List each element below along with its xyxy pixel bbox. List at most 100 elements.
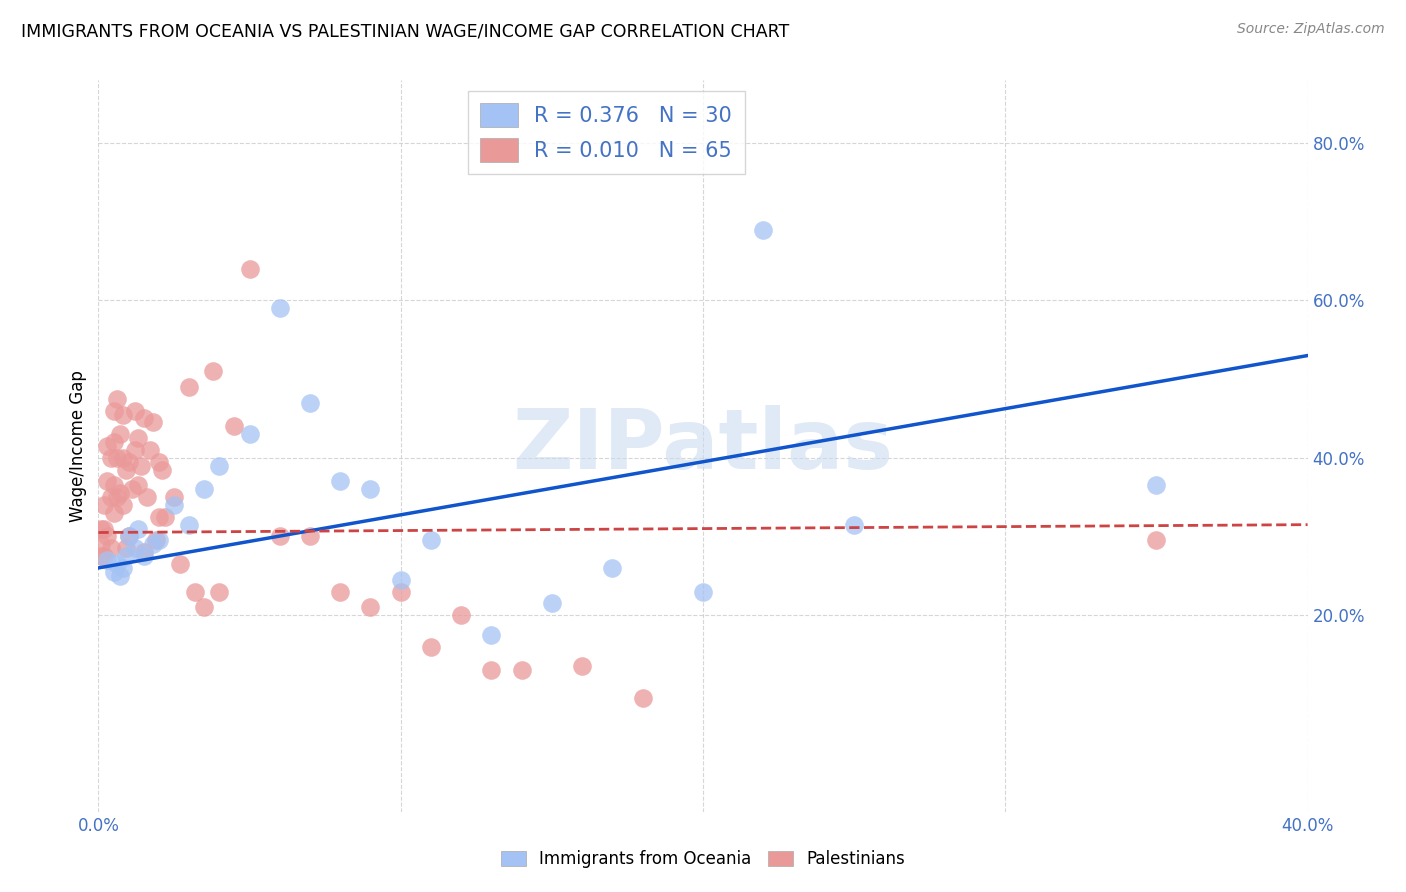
Point	[193, 600, 215, 615]
Point	[239, 427, 262, 442]
Point	[269, 529, 291, 543]
Point	[299, 529, 322, 543]
Y-axis label: Wage/Income Gap: Wage/Income Gap	[69, 370, 87, 522]
Point	[329, 584, 352, 599]
Point	[179, 517, 201, 532]
Point	[1144, 533, 1167, 548]
Point	[208, 584, 231, 599]
Text: Source: ZipAtlas.com: Source: ZipAtlas.com	[1237, 22, 1385, 37]
Point	[96, 475, 118, 489]
Point	[103, 478, 125, 492]
Point	[111, 498, 134, 512]
Point	[105, 557, 128, 571]
Point	[132, 549, 155, 563]
Point	[108, 568, 131, 582]
Point	[90, 522, 112, 536]
Point	[150, 462, 173, 476]
Legend: Immigrants from Oceania, Palestinians: Immigrants from Oceania, Palestinians	[494, 844, 912, 875]
Point	[100, 490, 122, 504]
Point	[193, 482, 215, 496]
Point	[148, 509, 170, 524]
Point	[100, 450, 122, 465]
Point	[93, 498, 115, 512]
Point	[135, 490, 157, 504]
Point	[844, 517, 866, 532]
Point	[389, 573, 412, 587]
Point	[108, 486, 131, 500]
Point	[752, 223, 775, 237]
Point	[124, 442, 146, 457]
Point	[118, 529, 141, 543]
Point	[420, 640, 443, 654]
Point	[269, 301, 291, 316]
Point	[96, 439, 118, 453]
Point	[111, 408, 134, 422]
Point	[96, 553, 118, 567]
Point	[202, 364, 225, 378]
Point	[208, 458, 231, 473]
Point	[224, 419, 246, 434]
Point	[450, 608, 472, 623]
Point	[142, 537, 165, 551]
Point	[127, 431, 149, 445]
Point	[510, 663, 533, 677]
Point	[481, 663, 503, 677]
Point	[163, 490, 186, 504]
Point	[169, 557, 191, 571]
Point	[118, 529, 141, 543]
Point	[360, 482, 382, 496]
Point	[540, 596, 562, 610]
Point	[105, 490, 128, 504]
Point	[103, 403, 125, 417]
Text: ZIPatlas: ZIPatlas	[513, 406, 893, 486]
Point	[142, 416, 165, 430]
Point	[148, 533, 170, 548]
Point	[420, 533, 443, 548]
Point	[360, 600, 382, 615]
Point	[105, 392, 128, 406]
Point	[114, 462, 136, 476]
Point	[631, 690, 654, 705]
Point	[481, 628, 503, 642]
Point	[602, 561, 624, 575]
Point	[124, 403, 146, 417]
Point	[103, 506, 125, 520]
Point	[114, 549, 136, 563]
Point	[124, 541, 146, 556]
Point	[163, 498, 186, 512]
Point	[121, 482, 143, 496]
Point	[111, 561, 134, 575]
Point	[132, 411, 155, 425]
Point	[1144, 478, 1167, 492]
Text: IMMIGRANTS FROM OCEANIA VS PALESTINIAN WAGE/INCOME GAP CORRELATION CHART: IMMIGRANTS FROM OCEANIA VS PALESTINIAN W…	[21, 22, 789, 40]
Point	[93, 549, 115, 563]
Point	[179, 380, 201, 394]
Point	[571, 659, 593, 673]
Point	[90, 549, 112, 563]
Point	[389, 584, 412, 599]
Point	[108, 427, 131, 442]
Point	[127, 522, 149, 536]
Point	[239, 262, 262, 277]
Point	[103, 435, 125, 450]
Point	[153, 509, 176, 524]
Point	[100, 541, 122, 556]
Point	[692, 584, 714, 599]
Point	[118, 455, 141, 469]
Point	[127, 478, 149, 492]
Point	[139, 442, 162, 457]
Point	[148, 455, 170, 469]
Point	[129, 458, 152, 473]
Point	[329, 475, 352, 489]
Point	[90, 537, 112, 551]
Point	[184, 584, 207, 599]
Point	[132, 545, 155, 559]
Point	[145, 533, 167, 548]
Point	[114, 541, 136, 556]
Point	[111, 450, 134, 465]
Point	[105, 450, 128, 465]
Point	[93, 522, 115, 536]
Point	[103, 565, 125, 579]
Legend: R = 0.376   N = 30, R = 0.010   N = 65: R = 0.376 N = 30, R = 0.010 N = 65	[468, 91, 745, 174]
Point	[299, 396, 322, 410]
